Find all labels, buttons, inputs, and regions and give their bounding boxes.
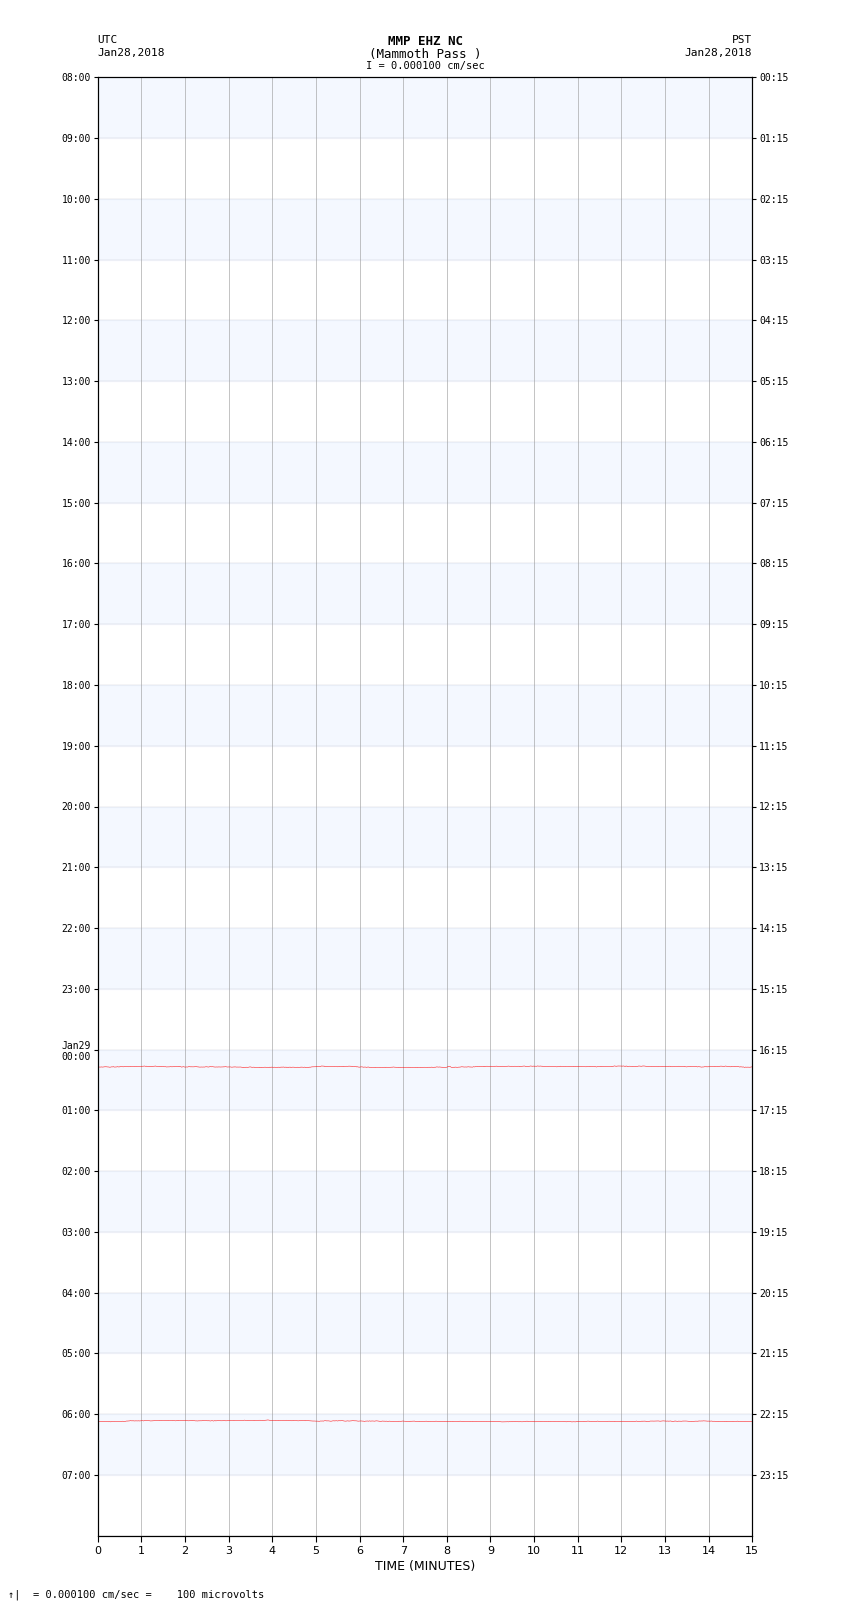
Bar — [98, 442, 752, 503]
Bar — [98, 686, 752, 745]
Bar — [98, 927, 752, 989]
Text: (Mammoth Pass ): (Mammoth Pass ) — [369, 48, 481, 61]
Bar — [98, 381, 752, 442]
Bar — [98, 806, 752, 868]
Text: PST: PST — [732, 35, 752, 45]
Bar — [98, 1050, 752, 1110]
Bar — [98, 1171, 752, 1232]
X-axis label: TIME (MINUTES): TIME (MINUTES) — [375, 1560, 475, 1573]
Text: Jan28,2018: Jan28,2018 — [98, 48, 165, 58]
Text: Jan28,2018: Jan28,2018 — [685, 48, 752, 58]
Bar — [98, 989, 752, 1050]
Text: MMP EHZ NC: MMP EHZ NC — [388, 35, 462, 48]
Bar — [98, 503, 752, 563]
Bar — [98, 260, 752, 321]
Text: UTC: UTC — [98, 35, 118, 45]
Bar — [98, 1292, 752, 1353]
Bar — [98, 1232, 752, 1292]
Bar — [98, 745, 752, 806]
Bar — [98, 1353, 752, 1415]
Bar — [98, 868, 752, 927]
Bar — [98, 624, 752, 686]
Text: I = 0.000100 cm/sec: I = 0.000100 cm/sec — [366, 61, 484, 71]
Bar — [98, 1110, 752, 1171]
Bar — [98, 1415, 752, 1474]
Text: ↑|  = 0.000100 cm/sec =    100 microvolts: ↑| = 0.000100 cm/sec = 100 microvolts — [8, 1589, 264, 1600]
Bar — [98, 321, 752, 381]
Bar — [98, 1474, 752, 1536]
Bar — [98, 77, 752, 139]
Bar — [98, 198, 752, 260]
Bar — [98, 563, 752, 624]
Bar — [98, 139, 752, 198]
